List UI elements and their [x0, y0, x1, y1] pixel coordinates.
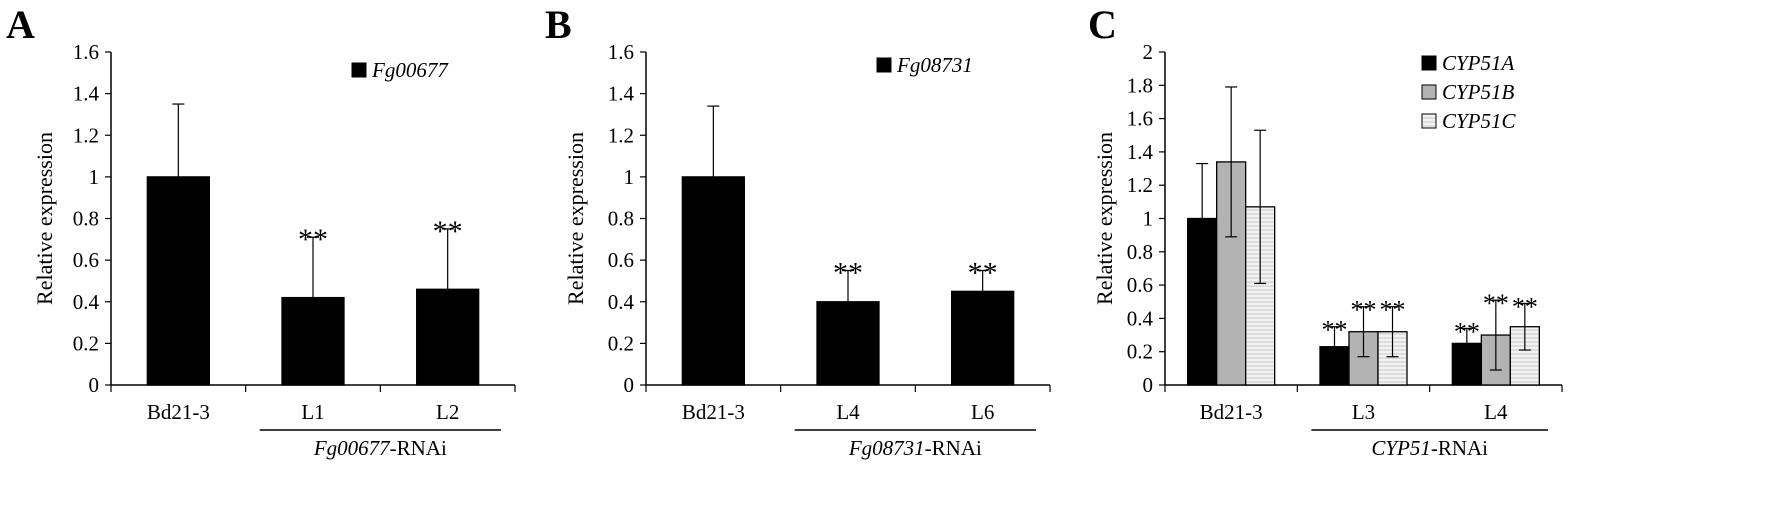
y-tick-label: 1.6 — [73, 40, 99, 64]
group-label-suffix: -RNAi — [925, 436, 982, 460]
chart-panel-a: A 0 0.2 0.4 0.6 0.8 1 1.2 1.4 1.6 Relative express… — [6, 2, 516, 460]
y-tick-label: 1 — [624, 165, 635, 189]
y-tick-label: 0.4 — [1127, 306, 1154, 330]
bar-fg00677-l2 — [416, 288, 480, 386]
significance-marker: ** — [433, 215, 463, 248]
y-tick-label: 1.4 — [608, 82, 635, 106]
bar-fg08731-l4 — [816, 301, 880, 386]
legend-label-fg00677: Fg00677 — [371, 58, 449, 82]
panel-letter: A — [6, 2, 35, 47]
y-tick-label: 0.2 — [608, 331, 634, 355]
bar-fg00677-l1 — [281, 296, 345, 386]
y-tick-label: 1.6 — [608, 40, 634, 64]
significance-marker: ** — [968, 257, 998, 290]
panel-letter: C — [1088, 2, 1117, 47]
y-tick-label: 1.8 — [1127, 73, 1153, 97]
y-tick-label: 0 — [624, 373, 635, 397]
y-tick-label: 0.6 — [1127, 273, 1153, 297]
group-label-gene: CYP51 — [1371, 436, 1431, 460]
y-tick-label: 1.2 — [73, 123, 99, 147]
y-tick-label: 1 — [1143, 207, 1154, 231]
x-tick-label: Bd21-3 — [147, 400, 210, 424]
y-tick-label: 0.4 — [73, 290, 100, 314]
y-tick-label: 1.6 — [1127, 107, 1153, 131]
significance-marker: ** — [1454, 317, 1480, 346]
x-tick-label: L2 — [436, 400, 459, 424]
legend-label-cyp51a: CYP51A — [1442, 51, 1515, 75]
x-tick-label: L1 — [301, 400, 324, 424]
y-tick-label: 1.4 — [73, 82, 100, 106]
legend-swatch-cyp51c — [1421, 113, 1437, 129]
y-tick-label: 1.4 — [1127, 140, 1154, 164]
y-tick-label: 2 — [1143, 40, 1154, 64]
significance-marker: ** — [1483, 289, 1509, 318]
chart-panel-b: B 0 0.2 0.4 0.6 0.8 1 1.2 1.4 1.6 Relative express… — [545, 2, 1051, 460]
legend-label-cyp51c: CYP51C — [1442, 109, 1517, 133]
y-tick-label: 0.8 — [1127, 240, 1153, 264]
x-tick-label: L4 — [1484, 400, 1508, 424]
x-tick-label: L6 — [971, 400, 994, 424]
group-label-suffix: -RNAi — [390, 436, 447, 460]
y-tick-label: 1.2 — [1127, 173, 1153, 197]
bar-fg08731-bd21-3 — [681, 176, 745, 386]
significance-marker: ** — [833, 257, 863, 290]
legend-swatch-cyp51a — [1421, 55, 1437, 71]
y-tick-label: 1 — [89, 165, 100, 189]
x-tick-label: Bd21-3 — [1200, 400, 1263, 424]
y-tick-label: 0.2 — [1127, 340, 1153, 364]
group-label: Fg00677-RNAi — [313, 436, 447, 460]
bar-fg08731-l6 — [951, 290, 1015, 386]
y-tick-label: 0 — [89, 373, 100, 397]
legend-swatch-cyp51b — [1421, 84, 1437, 100]
y-tick-label: 0.8 — [608, 207, 634, 231]
x-tick-label: L3 — [1352, 400, 1375, 424]
group-label: CYP51-RNAi — [1371, 436, 1488, 460]
y-tick-label: 0.2 — [73, 331, 99, 355]
y-axis-label: Relative expression — [563, 132, 588, 305]
group-label-suffix: -RNAi — [1431, 436, 1488, 460]
significance-marker: ** — [1322, 316, 1348, 345]
chart-panel-c: C 0 0.2 0.4 0.6 0.8 1 1.2 1.4 1.6 1.8 2 Relative exp… — [1088, 2, 1563, 460]
significance-marker: ** — [1351, 296, 1377, 325]
y-tick-label: 0 — [1143, 373, 1154, 397]
y-axis-label: Relative expression — [1092, 132, 1117, 305]
y-tick-label: 0.4 — [608, 290, 635, 314]
y-tick-label: 0.6 — [73, 248, 99, 272]
y-tick-label: 0.8 — [73, 207, 99, 231]
group-label-gene: Fg00677 — [313, 436, 391, 460]
y-axis-label: Relative expression — [32, 132, 57, 305]
group-label-gene: Fg08731 — [848, 436, 925, 460]
x-tick-label: L4 — [836, 400, 860, 424]
y-tick-label: 0.6 — [608, 248, 634, 272]
x-tick-label: Bd21-3 — [682, 400, 745, 424]
significance-marker: ** — [1512, 292, 1538, 321]
panel-letter: B — [545, 2, 572, 47]
group-label: Fg08731-RNAi — [848, 436, 982, 460]
y-tick-label: 1.2 — [608, 123, 634, 147]
legend-swatch-fg00677 — [351, 62, 367, 78]
bar-fg00677-bd21-3 — [146, 176, 210, 386]
legend-swatch-fg08731 — [876, 57, 892, 73]
significance-marker: ** — [298, 223, 328, 256]
significance-marker: ** — [1380, 296, 1406, 325]
legend-label-cyp51b: CYP51B — [1442, 80, 1515, 104]
legend-label-fg08731: Fg08731 — [896, 53, 973, 77]
